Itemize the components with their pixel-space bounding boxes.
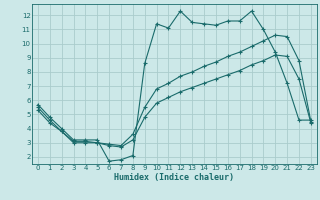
- X-axis label: Humidex (Indice chaleur): Humidex (Indice chaleur): [115, 173, 234, 182]
